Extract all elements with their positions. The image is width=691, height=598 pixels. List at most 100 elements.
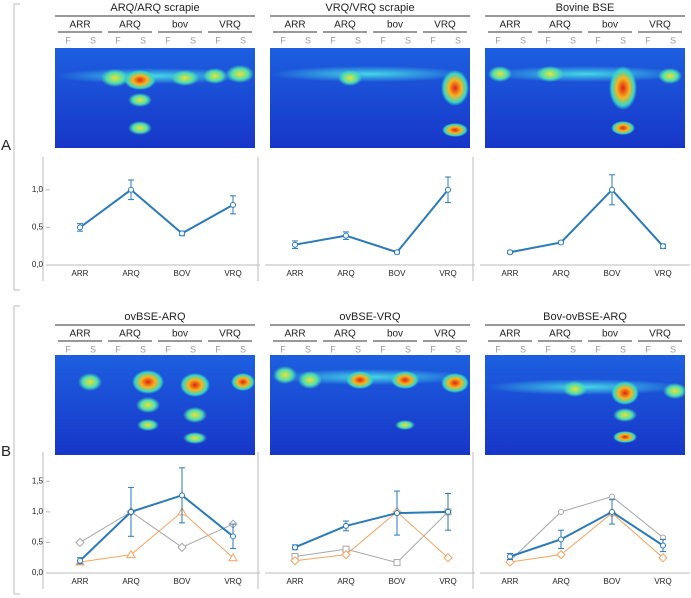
group-label: ARQ [549,20,571,31]
marker [660,243,666,250]
x-tick-label: BOV [174,269,192,278]
x-tick-label: ARQ [122,577,139,586]
marker [228,552,238,562]
marker [609,508,615,515]
lane-label: S [520,35,526,45]
lane-label: F [380,35,386,45]
lane-label: F [165,344,171,354]
series-line [509,512,664,563]
lane-label: F [280,344,286,354]
marker [445,186,451,193]
group-label: ARR [284,329,305,340]
group-label: ARR [499,329,520,340]
marker [75,537,85,548]
marker [558,508,564,515]
group-label: bov [602,20,618,31]
x-tick-label: BOV [389,577,407,586]
group-label: VRQ [219,20,241,31]
marker [394,510,400,517]
lane-label: F [215,35,221,45]
series-line [509,510,664,558]
marker [443,553,453,563]
lane-label: S [455,35,461,45]
x-tick-label: ARR [287,577,304,586]
lane-label: S [355,344,361,354]
marker [77,557,83,564]
y-tick-label: 0,5 [32,538,44,547]
lane-label: S [455,344,461,354]
lane-label: S [670,35,676,45]
x-tick-label: ARR [502,577,519,586]
blot [485,355,687,455]
lane-label: S [620,344,626,354]
x-tick-label: ARR [502,269,519,278]
marker [507,249,513,256]
lane-label: S [405,344,411,354]
y-tick-label: 0,0 [32,568,44,577]
x-tick-label: BOV [604,269,622,278]
group-label: VRQ [219,329,241,340]
lane-label: S [405,35,411,45]
panel-title: ARQ/ARQ scrapie [110,2,199,14]
x-tick-label: ARQ [552,269,569,278]
x-tick-label: VRQ [224,577,241,586]
blot [55,48,255,148]
lane-label: S [570,35,576,45]
series-line [79,188,234,235]
lane-label: F [595,35,601,45]
lane-label: S [570,344,576,354]
lane-label: S [240,35,246,45]
x-tick-label: ARQ [552,577,569,586]
blot [55,355,255,455]
marker [77,224,83,231]
lane-label: F [165,35,171,45]
marker [128,186,134,193]
marker [558,536,564,543]
lane-label: F [330,35,336,45]
marker [658,553,668,563]
marker [230,201,236,208]
x-tick-label: ARQ [122,269,139,278]
series-line [294,511,449,564]
marker [558,239,564,246]
marker [660,542,666,549]
marker [128,508,134,515]
marker [343,522,349,529]
group-label: ARR [69,329,90,340]
y-tick-label: 0,0 [32,260,44,269]
lane-label: F [430,344,436,354]
series-line [79,511,234,563]
series-line [294,511,449,562]
group-label: ARQ [549,329,571,340]
lane-label: F [280,35,286,45]
x-tick-label: BOV [604,577,622,586]
lane-label: F [595,344,601,354]
marker [609,186,615,193]
lane-label: S [140,344,146,354]
lane-label: F [380,344,386,354]
lane-label: S [305,35,311,45]
series-line [294,189,449,254]
panel-title: ovBSE-VRQ [339,311,401,323]
x-tick-label: VRQ [654,269,671,278]
marker [179,492,185,499]
lane-label: F [215,344,221,354]
lane-label: F [115,344,121,354]
marker [507,553,513,560]
lane-label: S [90,344,96,354]
lane-label: S [240,344,246,354]
group-label: ARQ [334,20,356,31]
x-tick-label: BOV [174,577,192,586]
lane-label: S [620,35,626,45]
lane-label: S [520,344,526,354]
group-label: bov [172,20,188,31]
group-label: ARQ [119,20,141,31]
marker [292,241,298,248]
lane-label: F [495,344,501,354]
marker [179,230,185,237]
group-label: VRQ [434,20,456,31]
group-label: ARR [499,20,520,31]
panel-label: B [1,443,11,460]
x-tick-label: BOV [389,269,407,278]
